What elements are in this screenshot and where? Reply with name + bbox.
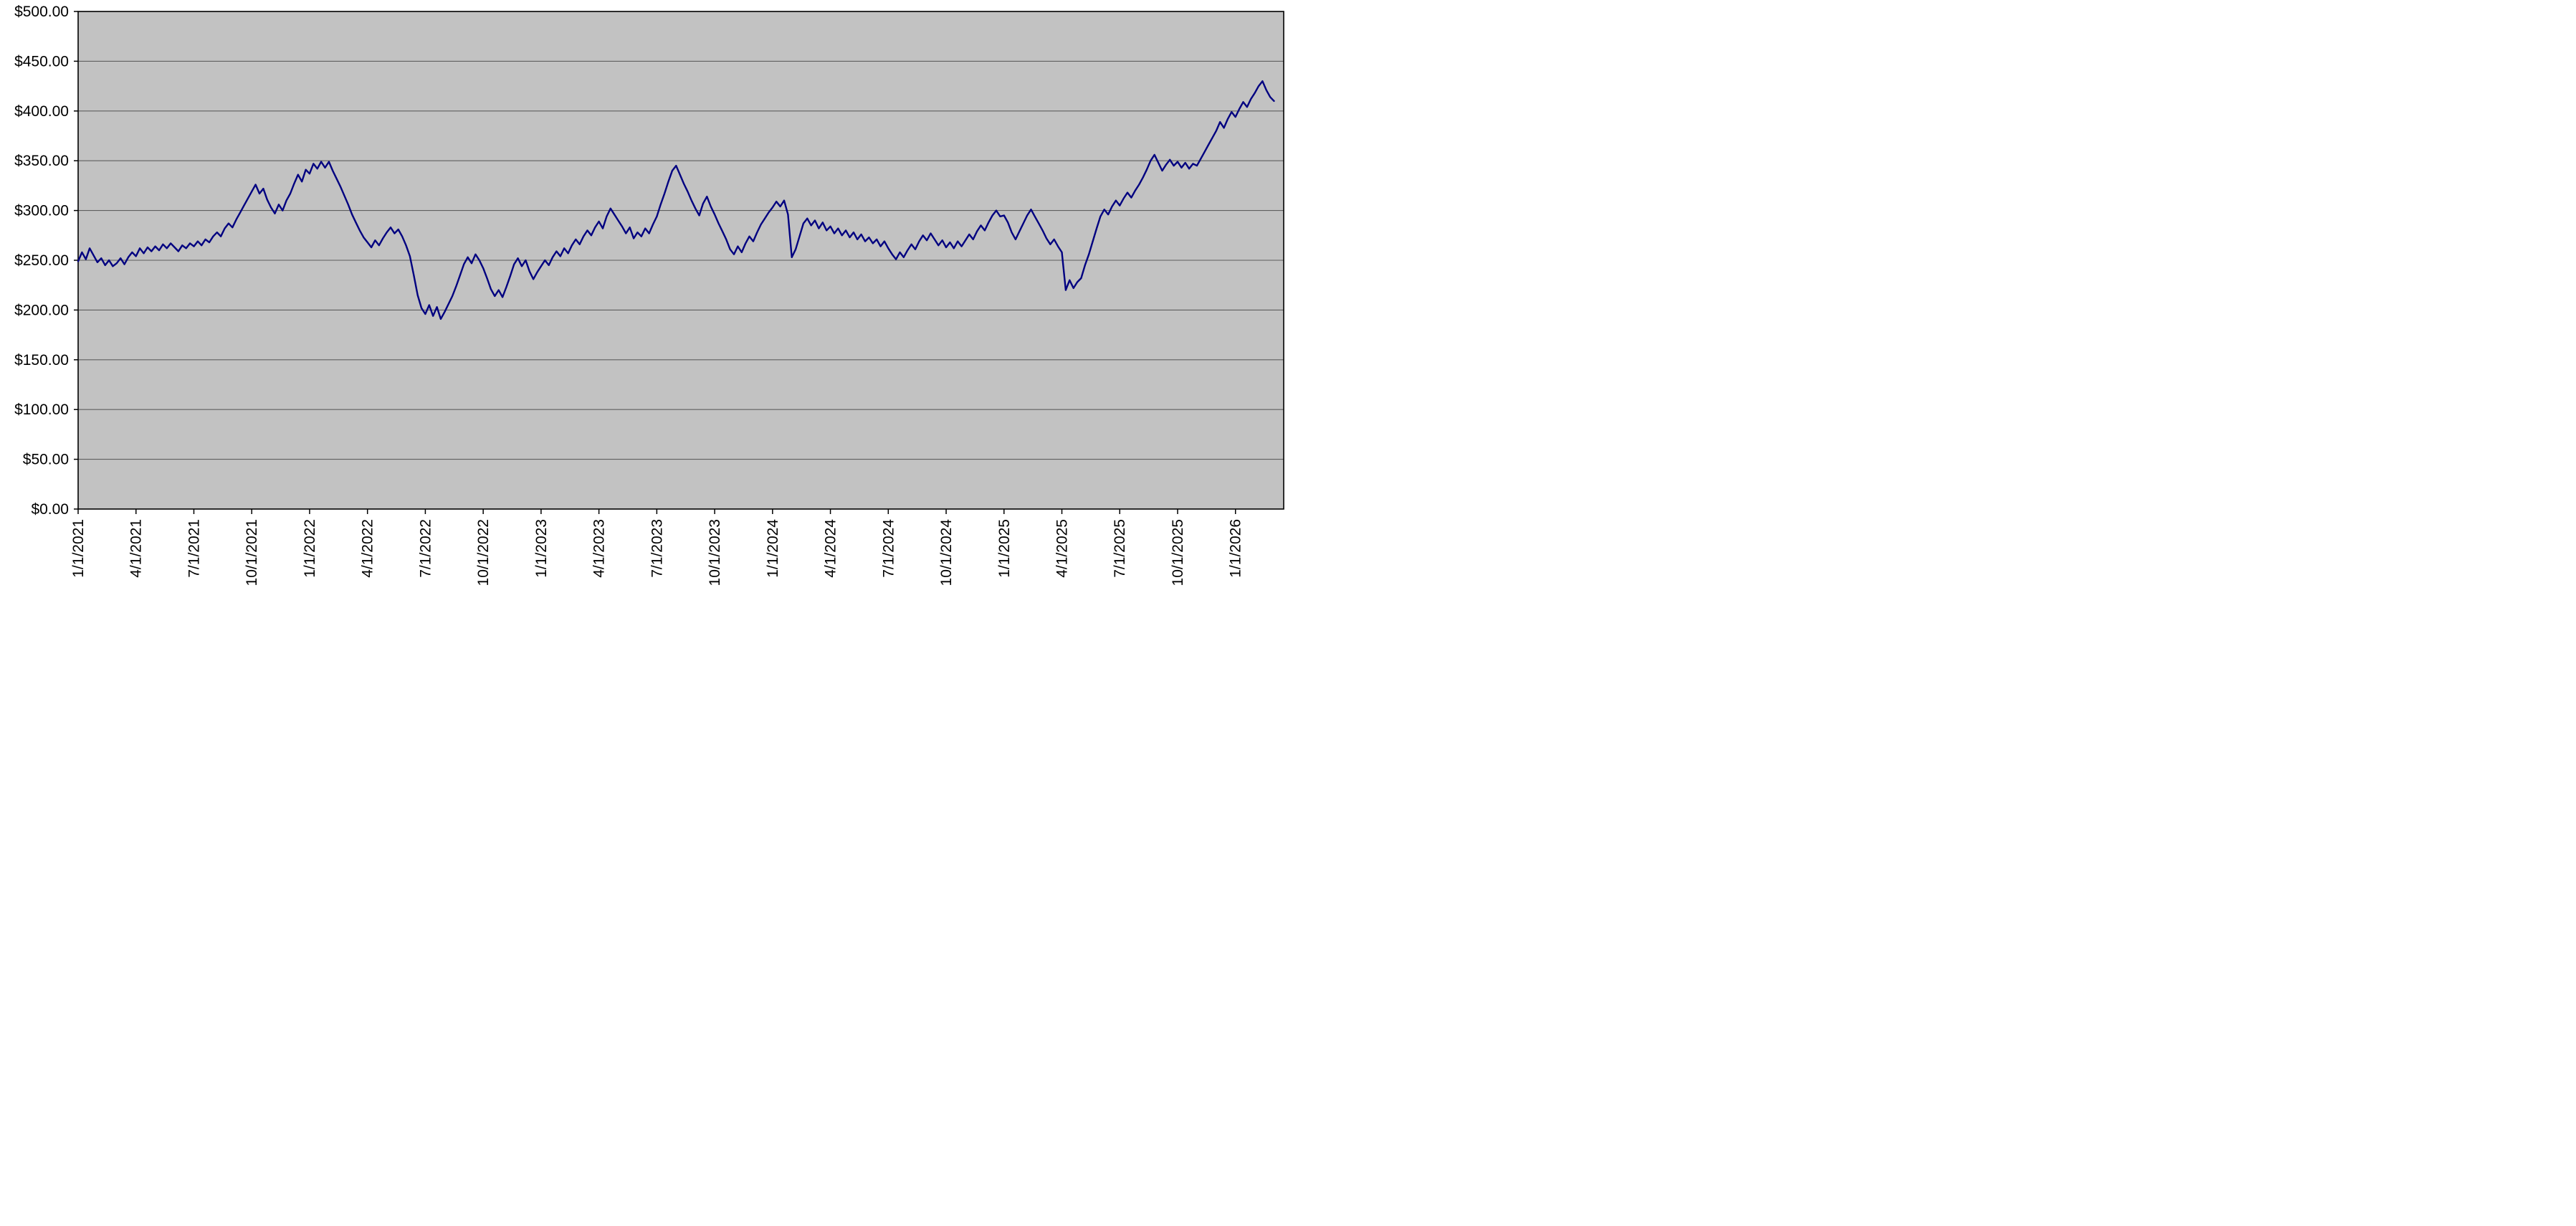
x-tick-label: 7/1/2024 — [880, 519, 897, 578]
x-tick-label: 10/1/2021 — [244, 519, 260, 586]
x-tick-label: 7/1/2023 — [649, 519, 665, 578]
y-tick-label: $200.00 — [14, 302, 69, 318]
x-tick-label: 10/1/2022 — [475, 519, 492, 586]
x-tick-label: 1/1/2023 — [533, 519, 550, 578]
x-tick-label: 1/1/2026 — [1228, 519, 1244, 578]
x-tick-label: 7/1/2025 — [1112, 519, 1128, 578]
x-tick-label: 1/1/2024 — [765, 519, 781, 578]
x-tick-label: 7/1/2021 — [186, 519, 202, 578]
price-line — [77, 80, 1275, 320]
y-tick-label: $400.00 — [14, 103, 69, 120]
y-tick-label: $350.00 — [14, 153, 69, 169]
x-tick-label: 4/1/2023 — [591, 519, 608, 578]
x-tick-label: 4/1/2021 — [128, 519, 145, 578]
y-tick-label: $250.00 — [14, 252, 69, 269]
y-tick-label: $0.00 — [31, 501, 69, 518]
x-tick-label: 4/1/2022 — [360, 519, 376, 578]
y-tick-label: $500.00 — [14, 4, 69, 20]
y-tick-label: $100.00 — [14, 401, 69, 418]
x-tick-label: 10/1/2024 — [938, 519, 955, 586]
x-tick-label: 10/1/2023 — [707, 519, 723, 586]
stock-price-line-chart: $0.00 $50.00 $100.00 $150.00 $200.00 $250.00 $… — [14, 4, 1284, 586]
x-tick-label: 1/1/2021 — [70, 519, 87, 578]
x-tick-label: 7/1/2022 — [417, 519, 434, 578]
y-tick-label: $150.00 — [14, 352, 69, 369]
chart-page: $0.00 $50.00 $100.00 $150.00 $200.00 $250.00 $… — [0, 0, 1288, 613]
y-tick-label: $450.00 — [14, 53, 69, 70]
x-tick-label: 10/1/2025 — [1170, 519, 1186, 586]
x-tick-label: 4/1/2025 — [1054, 519, 1071, 578]
x-tick-label: 1/1/2025 — [996, 519, 1013, 578]
x-tick-label: 4/1/2024 — [823, 519, 839, 578]
y-tick-label: $300.00 — [14, 203, 69, 219]
y-tick-label: $50.00 — [23, 452, 69, 468]
x-tick-label: 1/1/2022 — [302, 519, 318, 578]
